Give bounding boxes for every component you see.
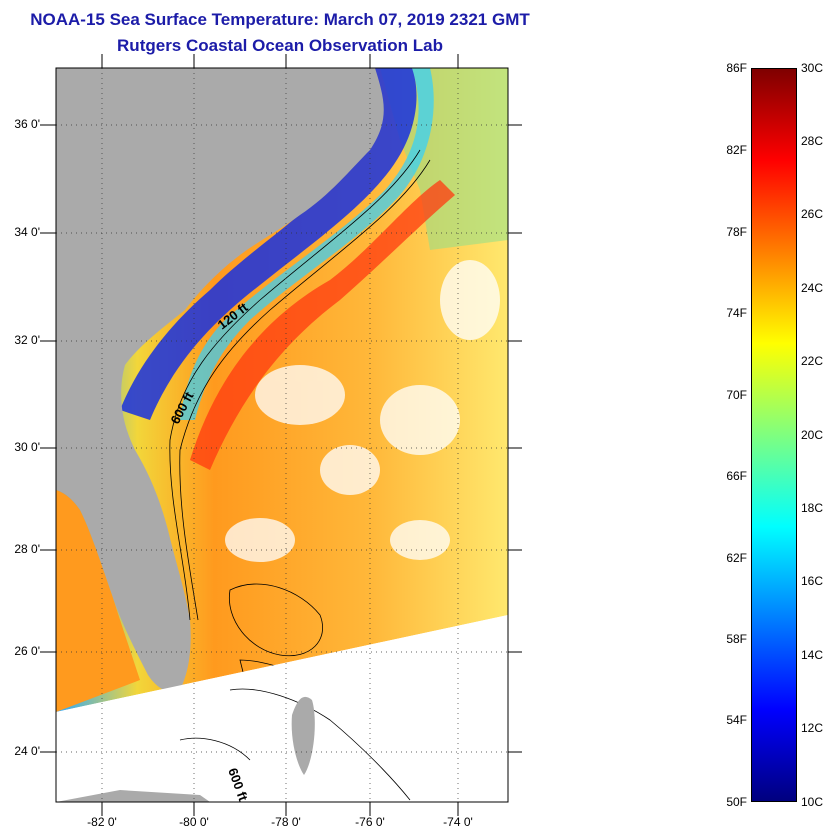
axis-ticks	[40, 54, 522, 816]
lat-label-26: 26 0'	[14, 644, 40, 658]
colorbar-f-82: 82F	[726, 143, 747, 157]
colorbar-f-66: 66F	[726, 469, 747, 483]
cloud-mask	[225, 260, 500, 562]
graticule	[56, 68, 508, 802]
lon-label-76: -76 0'	[355, 815, 385, 829]
colorbar-c-20: 20C	[801, 428, 824, 442]
map-title: NOAA-15 Sea Surface Temperature: March 0…	[30, 10, 530, 29]
contour-120ft	[169, 149, 421, 621]
gulf-of-mexico-water	[56, 490, 140, 712]
colorbar-c-30: 30C	[801, 61, 824, 75]
lon-label-82: -82 0'	[87, 815, 117, 829]
colorbar-c-24: 24C	[801, 281, 824, 295]
lat-label-32: 32 0'	[14, 333, 40, 347]
land-us-east-coast	[56, 68, 384, 692]
colorbar-f-70: 70F	[726, 388, 747, 402]
lat-label-24: 24 0'	[14, 744, 40, 758]
land-bahamas-south	[291, 696, 315, 775]
colorbar-c-26: 26C	[801, 207, 824, 221]
colorbar-c-18: 18C	[801, 501, 824, 515]
lat-label-28: 28 0'	[14, 542, 40, 556]
contour-600ft	[179, 159, 431, 621]
colorbar-f-58: 58F	[726, 632, 747, 646]
colorbar-f-86: 86F	[726, 61, 747, 75]
coastal-cyan-band	[180, 68, 434, 420]
colorbar-c-28: 28C	[801, 134, 824, 148]
lon-label-74: -74 0'	[443, 815, 473, 829]
colorbar-c-14: 14C	[801, 648, 824, 662]
colorbar-f-78: 78F	[726, 225, 747, 239]
colorbar-c-16: 16C	[801, 574, 824, 588]
colorbar-f-74: 74F	[726, 306, 747, 320]
lat-label-30: 30 0'	[14, 440, 40, 454]
colorbar-c-10: 10C	[801, 795, 824, 809]
map-subtitle: Rutgers Coastal Ocean Observation Lab	[117, 36, 443, 55]
no-data-region	[56, 615, 508, 802]
temperature-colorbar	[751, 68, 797, 802]
map-frame	[55, 67, 509, 803]
colorbar-f-62: 62F	[726, 551, 747, 565]
colorbar-f-50: 50F	[726, 795, 747, 809]
gulf-stream-band	[190, 180, 455, 470]
colorbar-c-22: 22C	[801, 354, 824, 368]
colorbar-c-12: 12C	[801, 721, 824, 735]
lat-label-36: 36 0'	[14, 117, 40, 131]
map-content	[56, 68, 508, 802]
lon-label-80: -80 0'	[179, 815, 209, 829]
contour-south	[179, 688, 411, 801]
coastal-cold-water	[120, 68, 417, 420]
lon-label-78: -78 0'	[271, 815, 301, 829]
colorbar-f-54: 54F	[726, 713, 747, 727]
land-cuba-south	[56, 790, 210, 802]
lat-label-34: 34 0'	[14, 225, 40, 239]
